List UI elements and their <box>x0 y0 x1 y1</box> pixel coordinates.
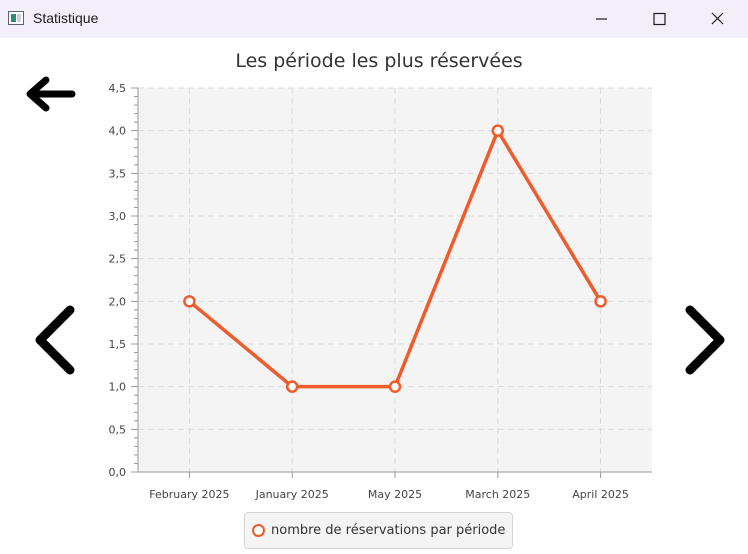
y-tick-label: 3,0 <box>109 210 127 223</box>
minimize-icon <box>596 18 607 20</box>
minimize-button[interactable] <box>572 0 630 38</box>
y-tick-label: 0,0 <box>109 466 127 479</box>
chevron-right-icon <box>685 305 725 375</box>
y-tick-label: 4,0 <box>109 125 127 138</box>
chart-legend: nombre de réservations par période <box>244 512 513 549</box>
line-chart: Les période les plus réservées 0,0 0,5 1,0… <box>0 38 748 554</box>
y-tick-label: 1,5 <box>109 338 127 351</box>
x-tick-label: March 2025 <box>465 488 530 501</box>
y-tick-label: 2,0 <box>109 295 127 308</box>
close-button[interactable] <box>688 0 746 38</box>
y-tick-label: 4,5 <box>109 82 127 95</box>
y-tick-label: 3,5 <box>109 167 127 180</box>
next-button[interactable] <box>676 300 732 380</box>
data-point <box>183 295 196 308</box>
maximize-icon <box>653 12 666 26</box>
title-bar: Statistique <box>0 0 748 38</box>
data-point <box>388 380 402 393</box>
arrow-left-icon <box>26 76 76 112</box>
back-button[interactable] <box>24 74 80 114</box>
x-tick-label: May 2025 <box>368 488 422 501</box>
legend-label: nombre de réservations par période <box>271 523 506 538</box>
y-tick-label: 0,5 <box>109 423 127 436</box>
app-window-icon <box>8 11 24 25</box>
window-title: Statistique <box>33 10 99 26</box>
series-layer <box>183 124 607 393</box>
x-axis-ticks: February 2025 January 2025 May 2025 March 2… <box>149 472 629 501</box>
x-tick-label: April 2025 <box>572 488 629 501</box>
maximize-button[interactable] <box>630 0 688 38</box>
y-axis-ticks: 0,0 0,5 1,0 1,5 2,0 2,5 3,0 3,5 4,0 4,5 <box>109 82 138 479</box>
legend-symbol <box>252 524 265 537</box>
grid-lines <box>138 87 652 472</box>
y-tick-label: 1,0 <box>109 381 127 394</box>
y-tick-label: 2,5 <box>109 253 127 266</box>
close-icon <box>711 12 724 25</box>
chart-title: Les période les plus réservées <box>235 50 522 72</box>
x-tick-label: January 2025 <box>255 488 329 501</box>
chart-canvas: Les période les plus réservées 0,0 0,5 1,0… <box>109 50 652 501</box>
chevron-left-icon <box>35 305 75 375</box>
data-point <box>285 380 299 393</box>
data-point <box>491 124 505 137</box>
x-tick-label: February 2025 <box>149 488 229 501</box>
previous-button[interactable] <box>28 300 84 380</box>
data-point <box>594 295 607 308</box>
